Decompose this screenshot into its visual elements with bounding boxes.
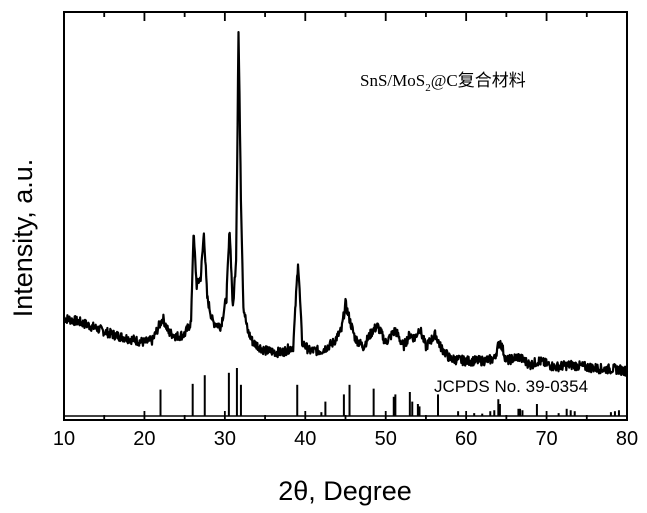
x-tick-label: 10 (53, 428, 75, 450)
x-tick-label: 30 (214, 428, 236, 450)
x-tick-label: 50 (375, 428, 397, 450)
y-axis-title: Intensity, a.u. (8, 159, 38, 318)
series-annotation: SnS/MoS2@C复合材料 (360, 71, 526, 94)
xrd-spectrum-line (64, 32, 627, 376)
x-axis-title: 2θ, Degree (278, 476, 412, 506)
x-tick-label: 70 (535, 428, 557, 450)
annotation-suffix: @C复合材料 (431, 71, 526, 90)
x-tick-label: 80 (616, 428, 638, 450)
reference-annotation: JCPDS No. 39-0354 (434, 377, 588, 396)
x-tick-label: 20 (133, 428, 155, 450)
annotation-prefix: SnS/MoS (360, 71, 425, 90)
x-tick-label: 40 (294, 428, 316, 450)
x-tick-label: 60 (455, 428, 477, 450)
